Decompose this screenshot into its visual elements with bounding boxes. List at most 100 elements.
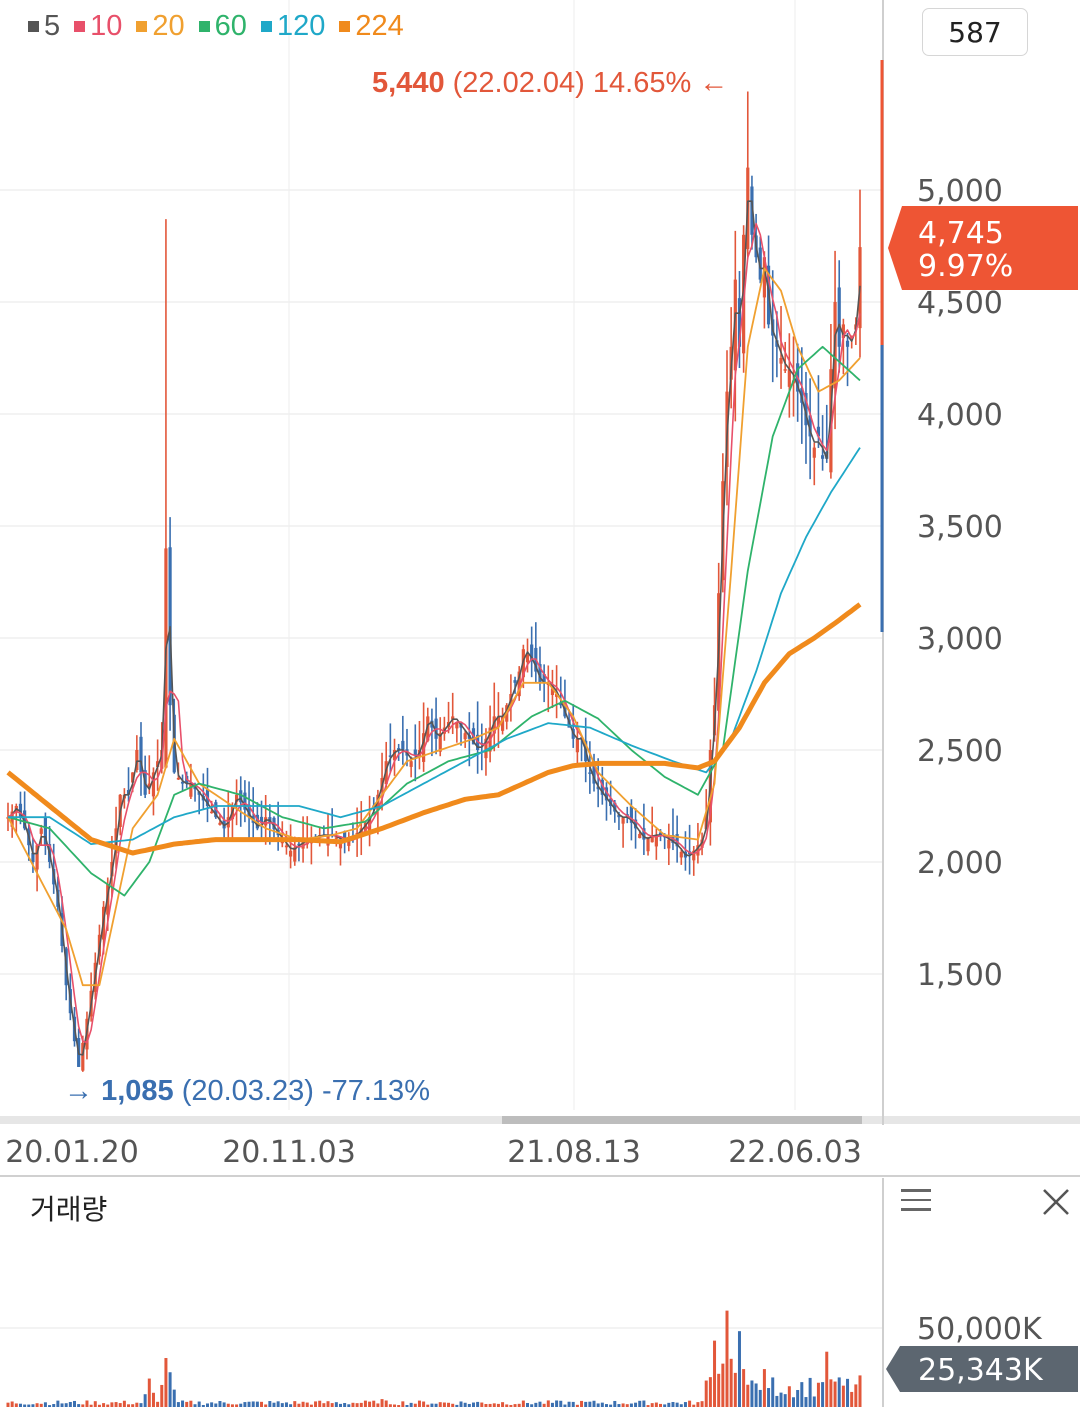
volume-bar [542,1403,546,1407]
legend-item-ma20[interactable]: 20 [136,10,185,43]
candle-body [538,664,542,683]
volume-bar [600,1402,604,1407]
volume-bar [14,1403,18,1407]
volume-bar [318,1400,322,1407]
candle-body [39,828,43,834]
volume-bar [222,1402,226,1407]
x-tick-label: 21.08.13 [507,1135,641,1170]
candle-body [600,779,604,795]
candle-body [259,816,264,823]
legend-swatch [198,21,210,32]
volume-bar [102,1403,106,1407]
candle-body [779,358,783,364]
volume-bar [534,1402,538,1407]
candle-body [812,447,816,458]
candle-body [284,845,289,848]
legend-item-ma10[interactable]: 10 [74,10,122,43]
volume-bar [650,1403,654,1407]
volume-bar [60,1403,64,1407]
volume-bar [733,1372,737,1407]
volume-bar [168,1372,172,1407]
x-tick-label: 20.01.20 [5,1135,139,1170]
candle-body [629,806,634,823]
menu-icon[interactable] [901,1189,931,1213]
volume-bar [850,1391,854,1407]
legend-item-ma60[interactable]: 60 [198,10,247,43]
legend-item-ma5[interactable]: 5 [28,10,60,43]
count-box[interactable]: 587 [922,8,1028,56]
candle-body [243,792,247,810]
ma5-line [7,200,861,1056]
close-icon[interactable] [1040,1186,1072,1218]
volume-bar [459,1401,463,1407]
candle-body [808,415,812,437]
volume-bar [380,1399,384,1407]
volume-bar [812,1396,816,1407]
legend-item-ma120[interactable]: 120 [260,10,325,43]
ma-legend: 5 10 20 60 120 224 [28,10,404,43]
volume-bar [737,1331,741,1407]
volume-bar [496,1403,500,1407]
volume-bar [264,1404,268,1407]
volume-bar [800,1382,804,1407]
price-gridlines [0,0,883,1110]
volume-bar [235,1404,239,1407]
candle-body [787,369,791,387]
volume-bar [6,1402,10,1407]
volume-bar [442,1402,446,1407]
candle-body [455,722,459,729]
candle-body [388,755,392,757]
volume-bar [114,1402,118,1407]
volume-bar [654,1402,658,1407]
volume-bar [417,1400,421,1407]
legend-label: 10 [90,10,123,42]
price-axis: 1,500 2,000 2,500 3,000 3,500 4,000 4,500 5,000 [882,0,1003,1407]
candle-body [413,749,417,756]
volume-bar [750,1380,754,1407]
candle-body [816,426,821,437]
volume-bar [384,1400,388,1407]
volume-bar [517,1403,521,1407]
candle-body [692,850,696,861]
volume-bar [18,1403,22,1407]
x-axis: 20.01.20 20.11.03 21.08.13 22.06.03 [0,1116,1080,1177]
candle-body [147,783,151,788]
candle-body [156,761,160,767]
volume-bar [35,1403,39,1407]
volume-bar [39,1403,43,1407]
legend-item-ma224[interactable]: 224 [339,10,404,43]
price-tick-label: 3,000 [917,622,1003,657]
ma120-line [8,447,861,845]
candle-body [775,340,779,347]
volume-bar [247,1401,251,1407]
legend-label: 5 [44,10,61,42]
volume-bar [139,1403,143,1407]
volume-bar [193,1404,197,1407]
volume-bar [613,1400,617,1407]
volume-bar [521,1400,525,1407]
volume-bar [147,1378,151,1407]
volume-bar [588,1401,592,1407]
volume-bar [135,1402,139,1407]
volume-bar [771,1377,775,1407]
volume-bar [272,1402,276,1407]
candle-body [131,772,135,783]
volume-bar [480,1402,484,1407]
moving-averages [6,200,862,1056]
price-tick-label: 1,500 [917,958,1003,993]
candle-body [31,852,35,862]
candle-body [837,287,841,347]
volume-bar [538,1401,542,1407]
volume-bar [571,1401,575,1407]
volume-bar [181,1400,185,1407]
candle-body [500,716,505,731]
volume-bar [692,1404,696,1407]
price-tick-label: 2,500 [917,734,1003,769]
volume-bar [338,1403,342,1407]
volume-bar [289,1404,293,1407]
volume-bar [434,1403,438,1407]
volume-bar [156,1401,160,1407]
volume-bar [580,1400,584,1407]
